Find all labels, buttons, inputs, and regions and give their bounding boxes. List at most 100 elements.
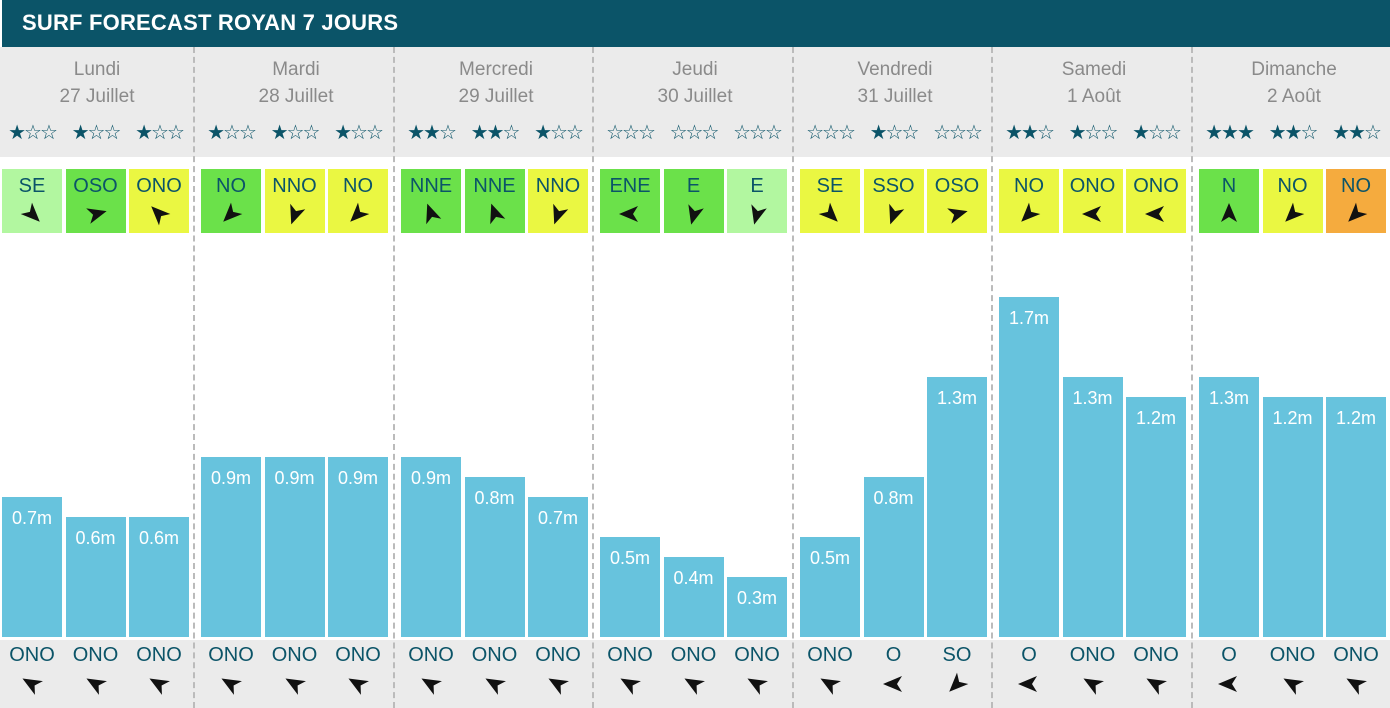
- wave-height-bar: 1.2m: [1126, 397, 1186, 637]
- wind-direction-label: ONO: [1069, 175, 1116, 197]
- wind-indicator: ONO: [129, 169, 189, 233]
- wind-arrow-icon: [888, 203, 904, 225]
- swell-arrow-icon: [221, 678, 242, 695]
- star-rating: ★★☆: [1268, 122, 1319, 144]
- forecast-header: SURF FORECAST ROYAN 7 JOURS: [2, 0, 1390, 47]
- wind-direction-label: NO: [216, 175, 246, 197]
- wind-direction-label: E: [686, 175, 701, 197]
- swell-direction-label: ONO: [1269, 644, 1316, 666]
- wind-direction-label: NO: [1341, 175, 1371, 197]
- wave-height-bar: 0.8m: [464, 477, 525, 637]
- swell-arrow-icon: [1146, 678, 1167, 695]
- day-separator: [193, 47, 195, 708]
- wave-height-label: 0.7m: [537, 508, 579, 528]
- wind-arrow-icon: [1021, 202, 1041, 222]
- wave-height-bar: 0.8m: [863, 477, 924, 637]
- swell-direction-label: ONO: [607, 644, 653, 666]
- wave-height-label: 0.9m: [337, 468, 379, 488]
- swell-arrow-icon: [484, 678, 506, 695]
- day-date: 28 Juillet: [258, 86, 334, 107]
- star-rating: ★☆☆: [270, 122, 321, 144]
- star-rating: ★★☆: [1332, 122, 1382, 144]
- wave-height-bar: 0.6m: [129, 517, 189, 637]
- wind-arrow-icon: [223, 202, 243, 222]
- star-rating: ★☆☆: [1068, 122, 1119, 144]
- wind-indicator: OSO: [927, 169, 987, 233]
- star-rating: ★☆☆: [534, 122, 584, 144]
- swell-direction-label: ONO: [72, 644, 119, 666]
- star-rating: ☆☆☆: [933, 122, 983, 144]
- wave-height-bar: 0.9m: [264, 457, 325, 637]
- wind-indicator: NO: [999, 169, 1059, 233]
- swell-direction-label: ONO: [9, 644, 55, 666]
- wind-direction-label: SSO: [872, 175, 915, 197]
- star-rating: ☆☆☆: [806, 122, 856, 144]
- star-rating: ☆☆☆: [669, 122, 720, 144]
- swell-direction-label: O: [1221, 644, 1237, 666]
- wind-direction-label: N: [1221, 175, 1237, 197]
- swell-arrow-icon: [949, 672, 969, 692]
- wave-height-label: 0.9m: [210, 468, 252, 488]
- wind-arrow-icon: [1284, 202, 1304, 222]
- wind-indicator: NO: [1262, 169, 1323, 233]
- wind-indicator: ONO: [1126, 169, 1186, 233]
- swell-direction-label: ONO: [734, 644, 780, 666]
- day-date: 27 Juillet: [59, 86, 135, 107]
- wind-arrow-icon: [553, 203, 569, 225]
- wind-direction-label: OSO: [934, 175, 980, 197]
- wave-height-bar: 0.5m: [800, 537, 860, 637]
- swell-direction-label: ONO: [670, 644, 717, 666]
- wind-arrow-icon: [85, 208, 107, 224]
- wind-direction-label: ENE: [609, 175, 651, 197]
- swell-direction-label: ONO: [271, 644, 318, 666]
- day-separator: [393, 47, 395, 708]
- wind-arrow-icon: [818, 202, 838, 222]
- swell-direction-label: ONO: [1333, 644, 1379, 666]
- swell-arrow-icon: [620, 678, 641, 695]
- swell-arrow-icon: [85, 678, 107, 695]
- wind-direction-label: NO: [1014, 175, 1044, 197]
- wind-direction-label: NNE: [409, 175, 453, 197]
- wind-direction-label: ONO: [136, 175, 182, 197]
- swell-arrow-icon: [548, 678, 569, 695]
- wind-direction-label: SE: [18, 175, 46, 197]
- wind-arrow-icon: [20, 202, 40, 222]
- wave-height-bar: 0.5m: [600, 537, 660, 637]
- star-rating: ★☆☆: [207, 122, 257, 144]
- wave-height-label: 1.2m: [1335, 408, 1377, 428]
- wave-height-bar: 1.3m: [1199, 377, 1259, 637]
- day-name: Lundi: [73, 59, 121, 80]
- wave-height-label: 0.6m: [138, 528, 180, 548]
- wind-direction-label: NO: [343, 175, 373, 197]
- swell-direction-label: ONO: [208, 644, 254, 666]
- wind-indicator: NNE: [401, 169, 461, 233]
- swell-arrow-icon: [22, 678, 43, 695]
- wave-height-bar: 0.3m: [727, 577, 787, 637]
- wave-height-label: 0.7m: [11, 508, 53, 528]
- day-separator: [1191, 47, 1193, 708]
- star-rating: ★☆☆: [71, 122, 122, 144]
- wave-height-bar: 0.9m: [201, 457, 261, 637]
- wind-indicator: SE: [800, 169, 860, 233]
- wind-indicator: E: [727, 169, 787, 233]
- swell-arrow-icon: [683, 678, 705, 695]
- wind-direction-label: E: [750, 175, 764, 197]
- wind-arrow-icon: [1348, 202, 1368, 222]
- wind-arrow-icon: [289, 203, 305, 225]
- wind-direction-label: NNO: [535, 175, 581, 197]
- wind-indicator: N: [1199, 169, 1259, 233]
- forecast-title: SURF FORECAST ROYAN 7 JOURS: [22, 10, 399, 35]
- wave-height-bar: 0.9m: [401, 457, 461, 637]
- swell-direction-label: O: [1021, 644, 1037, 666]
- wind-indicator: NO: [201, 169, 261, 233]
- wind-arrow-icon: [751, 204, 767, 225]
- wind-indicator: OSO: [65, 169, 126, 233]
- day-name: Mardi: [272, 59, 320, 80]
- wave-height-label: 1.2m: [1135, 408, 1177, 428]
- wind-arrow-icon: [350, 202, 370, 222]
- wave-height-label: 0.9m: [410, 468, 452, 488]
- wind-direction-label: NNO: [272, 175, 317, 197]
- wave-height-bar: 1.2m: [1326, 397, 1386, 637]
- day-name: Jeudi: [672, 59, 718, 80]
